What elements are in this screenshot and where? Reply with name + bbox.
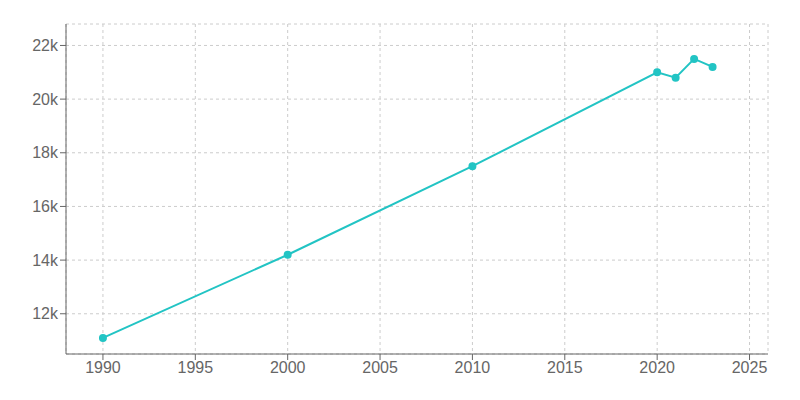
svg-text:2015: 2015 <box>547 359 583 376</box>
svg-text:12k: 12k <box>32 305 59 322</box>
svg-text:2020: 2020 <box>639 359 675 376</box>
svg-text:2005: 2005 <box>362 359 398 376</box>
svg-text:1990: 1990 <box>85 359 121 376</box>
svg-text:22k: 22k <box>32 37 59 54</box>
svg-text:16k: 16k <box>32 198 59 215</box>
svg-text:2010: 2010 <box>455 359 491 376</box>
svg-text:2000: 2000 <box>270 359 306 376</box>
svg-text:18k: 18k <box>32 144 59 161</box>
svg-text:2025: 2025 <box>732 359 768 376</box>
svg-text:14k: 14k <box>32 252 59 269</box>
svg-text:1995: 1995 <box>178 359 214 376</box>
svg-text:20k: 20k <box>32 91 59 108</box>
